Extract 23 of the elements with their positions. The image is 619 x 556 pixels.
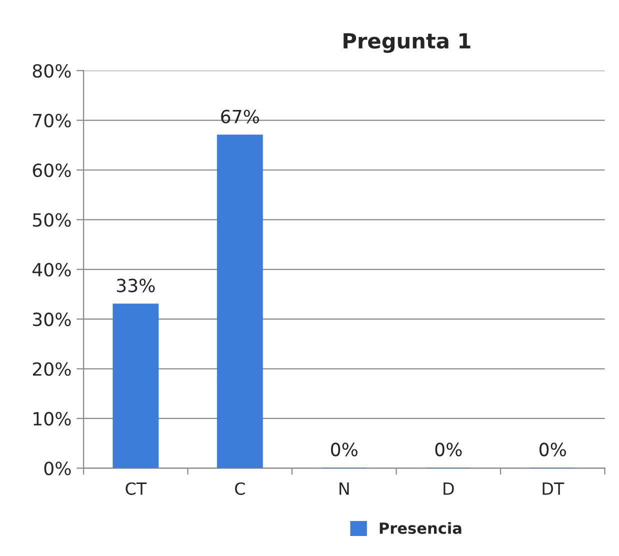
data-label: 0% [331, 442, 358, 456]
x-tick-label: C [235, 482, 245, 495]
y-tick-label: 40% [32, 262, 71, 276]
x-tick-label: CT [126, 482, 147, 495]
y-tick-label: 50% [33, 213, 71, 227]
data-label: 0% [540, 442, 566, 456]
bar [216, 134, 263, 468]
x-tick-label: D [444, 482, 454, 495]
y-tick-label: 60% [32, 163, 71, 178]
bar [112, 304, 159, 468]
legend-label: Presencia [380, 522, 462, 534]
y-tick-label: 0% [44, 462, 71, 476]
y-tick-label: 20% [32, 362, 71, 376]
x-tick-label: DT [542, 482, 564, 495]
y-tick-label: 10% [34, 412, 71, 426]
y-tick-label: 80% [32, 64, 71, 78]
data-label: 33% [116, 278, 155, 292]
x-tick-label: N [340, 482, 349, 495]
chart-title: Pregunta 1 [344, 33, 470, 53]
data-label: 0% [435, 442, 462, 456]
y-tick-label: 70% [33, 114, 71, 128]
data-label: 67% [221, 110, 259, 124]
y-tick-label: 30% [33, 312, 71, 326]
